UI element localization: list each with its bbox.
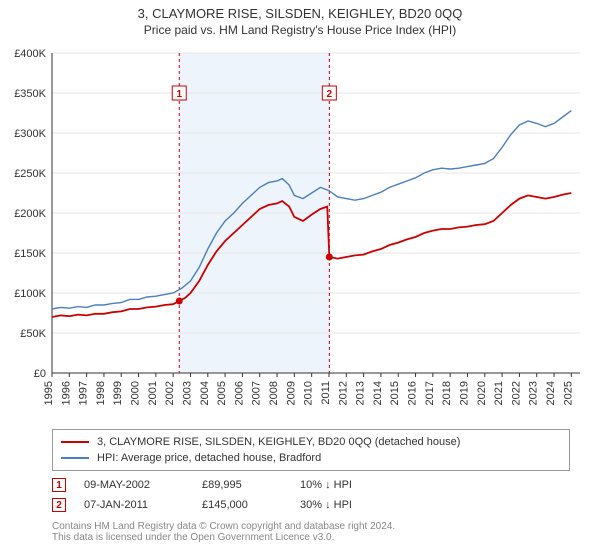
svg-text:£50K: £50K: [20, 328, 46, 340]
sales-table: 1 09-MAY-2002 £89,995 10% ↓ HPI 2 07-JAN-2011…: [52, 475, 570, 515]
svg-text:2025: 2025: [562, 381, 574, 405]
legend-swatch: [61, 441, 89, 443]
svg-text:2004: 2004: [199, 381, 211, 405]
svg-text:2016: 2016: [407, 381, 419, 405]
svg-text:2009: 2009: [285, 381, 297, 405]
svg-text:1996: 1996: [60, 381, 72, 405]
svg-text:£350K: £350K: [14, 88, 46, 100]
footer-line: Contains HM Land Registry data © Crown c…: [52, 521, 570, 532]
svg-text:2001: 2001: [147, 381, 159, 405]
svg-text:£400K: £400K: [14, 48, 46, 60]
svg-text:2011: 2011: [320, 381, 332, 405]
sale-date: 07-JAN-2011: [84, 499, 184, 511]
legend-label: 3, CLAYMORE RISE, SILSDEN, KEIGHLEY, BD2…: [97, 436, 460, 448]
chart-container: 3, CLAYMORE RISE, SILSDEN, KEIGHLEY, BD2…: [0, 0, 600, 560]
svg-text:2015: 2015: [389, 381, 401, 405]
svg-text:2021: 2021: [493, 381, 505, 405]
svg-text:£200K: £200K: [14, 208, 46, 220]
svg-text:2022: 2022: [510, 381, 522, 405]
sale-price: £145,000: [202, 499, 282, 511]
svg-text:1: 1: [176, 89, 182, 100]
chart-subtitle: Price paid vs. HM Land Registry's House …: [0, 21, 600, 43]
sale-delta: 10% ↓ HPI: [300, 479, 390, 491]
svg-text:2024: 2024: [545, 381, 557, 405]
legend-swatch: [61, 457, 89, 459]
svg-text:1997: 1997: [78, 381, 90, 405]
svg-text:2018: 2018: [441, 381, 453, 405]
svg-text:2008: 2008: [268, 381, 280, 405]
svg-text:£300K: £300K: [14, 128, 46, 140]
svg-text:2005: 2005: [216, 381, 228, 405]
sale-row: 2 07-JAN-2011 £145,000 30% ↓ HPI: [52, 495, 570, 515]
svg-text:2013: 2013: [355, 381, 367, 405]
svg-text:2020: 2020: [476, 381, 488, 405]
svg-text:£0: £0: [34, 368, 46, 380]
footer-line: This data is licensed under the Open Gov…: [52, 532, 570, 543]
footer-attribution: Contains HM Land Registry data © Crown c…: [52, 521, 570, 543]
svg-text:1998: 1998: [95, 381, 107, 405]
legend: 3, CLAYMORE RISE, SILSDEN, KEIGHLEY, BD2…: [52, 429, 570, 471]
legend-row: HPI: Average price, detached house, Brad…: [61, 450, 561, 466]
sale-price: £89,995: [202, 479, 282, 491]
svg-text:2006: 2006: [233, 381, 245, 405]
sale-marker: 1: [52, 478, 66, 492]
svg-text:2: 2: [327, 89, 333, 100]
legend-row: 3, CLAYMORE RISE, SILSDEN, KEIGHLEY, BD2…: [61, 434, 561, 450]
svg-text:2003: 2003: [181, 381, 193, 405]
svg-text:£100K: £100K: [14, 288, 46, 300]
chart-title: 3, CLAYMORE RISE, SILSDEN, KEIGHLEY, BD2…: [0, 0, 600, 21]
chart-plot-area: £0 £50K £100K £150K £200K £250K £300K £350K £400…: [0, 43, 600, 423]
svg-text:1999: 1999: [112, 381, 124, 405]
svg-text:2012: 2012: [337, 381, 349, 405]
line-chart-svg: £0 £50K £100K £150K £200K £250K £300K £350K £400…: [0, 43, 600, 423]
legend-label: HPI: Average price, detached house, Brad…: [97, 452, 321, 464]
svg-text:2007: 2007: [251, 381, 263, 405]
svg-text:2023: 2023: [528, 381, 540, 405]
svg-text:£150K: £150K: [14, 248, 46, 260]
svg-text:£250K: £250K: [14, 168, 46, 180]
svg-text:2002: 2002: [164, 381, 176, 405]
sale-row: 1 09-MAY-2002 £89,995 10% ↓ HPI: [52, 475, 570, 495]
svg-text:2014: 2014: [372, 381, 384, 405]
sale-marker: 2: [52, 498, 66, 512]
svg-text:2000: 2000: [130, 381, 142, 405]
svg-text:1995: 1995: [43, 381, 55, 405]
sale-delta: 30% ↓ HPI: [300, 499, 390, 511]
svg-text:2017: 2017: [424, 381, 436, 405]
svg-text:2019: 2019: [458, 381, 470, 405]
svg-text:2010: 2010: [303, 381, 315, 405]
sale-date: 09-MAY-2002: [84, 479, 184, 491]
